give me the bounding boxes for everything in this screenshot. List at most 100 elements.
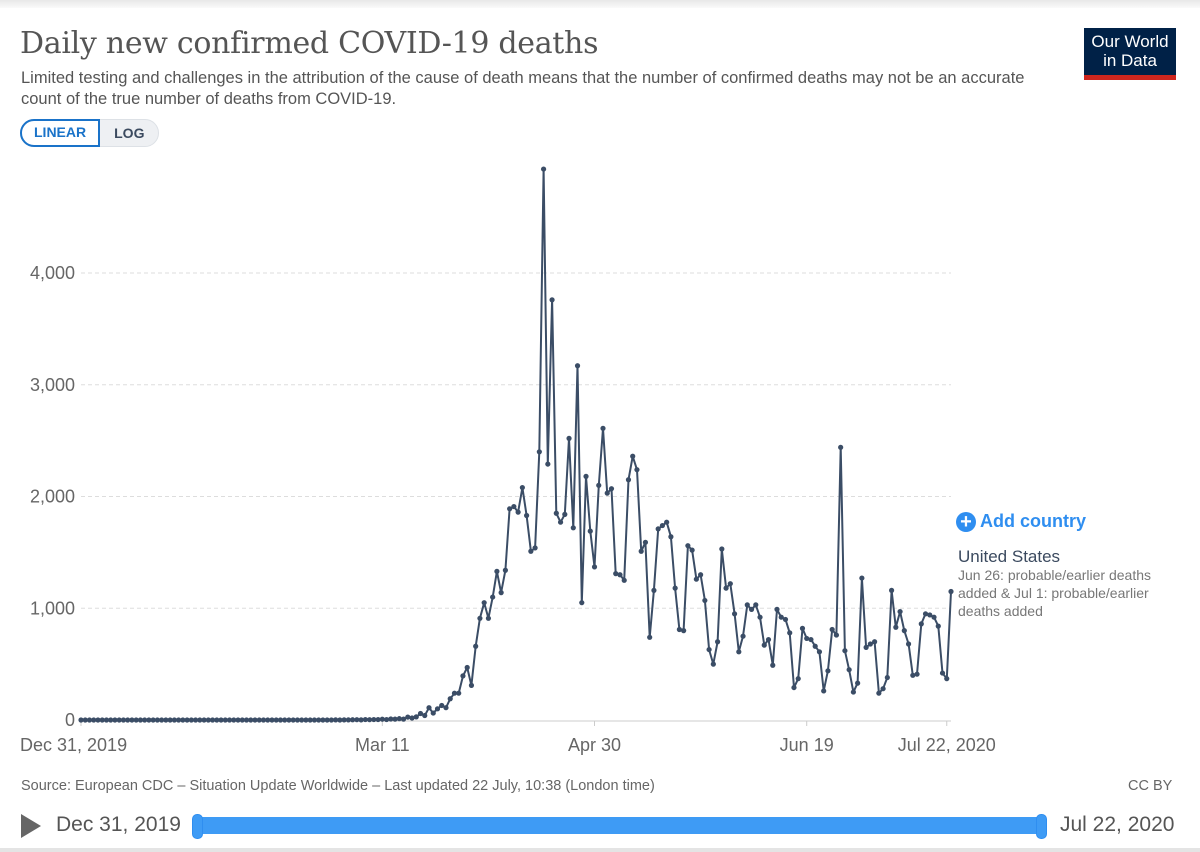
data-point[interactable]	[282, 717, 288, 723]
data-point[interactable]	[235, 717, 241, 723]
data-point[interactable]	[176, 717, 182, 723]
data-point[interactable]	[269, 717, 275, 723]
data-point[interactable]	[490, 594, 496, 600]
data-point[interactable]	[116, 717, 122, 723]
data-point[interactable]	[303, 717, 309, 723]
data-point[interactable]	[770, 662, 776, 668]
data-point[interactable]	[502, 567, 508, 573]
data-point[interactable]	[655, 526, 661, 532]
data-point[interactable]	[129, 717, 135, 723]
data-point[interactable]	[171, 717, 177, 723]
data-point[interactable]	[821, 688, 827, 694]
data-point[interactable]	[451, 690, 458, 696]
data-point[interactable]	[574, 363, 581, 369]
data-point[interactable]	[519, 484, 525, 491]
data-point[interactable]	[383, 716, 390, 723]
data-point[interactable]	[608, 486, 615, 492]
data-point[interactable]	[320, 717, 326, 723]
data-point[interactable]	[859, 575, 865, 581]
data-point[interactable]	[188, 717, 194, 723]
data-point[interactable]	[693, 576, 699, 582]
data-point[interactable]	[447, 696, 453, 702]
data-point[interactable]	[672, 585, 678, 591]
data-point[interactable]	[388, 716, 394, 722]
data-point[interactable]	[778, 614, 784, 620]
data-point[interactable]	[736, 649, 742, 655]
data-point[interactable]	[540, 166, 547, 172]
data-point[interactable]	[850, 689, 856, 695]
data-point[interactable]	[787, 630, 793, 636]
data-point[interactable]	[218, 717, 224, 723]
data-point[interactable]	[532, 545, 538, 551]
data-point[interactable]	[180, 717, 186, 723]
data-point[interactable]	[366, 717, 373, 723]
data-point[interactable]	[201, 717, 207, 723]
data-point[interactable]	[846, 667, 852, 673]
data-point[interactable]	[91, 717, 97, 723]
data-point[interactable]	[872, 639, 878, 645]
data-point[interactable]	[379, 716, 385, 722]
data-point[interactable]	[566, 435, 572, 441]
data-point[interactable]	[265, 717, 271, 723]
data-point[interactable]	[205, 717, 211, 723]
data-point[interactable]	[808, 636, 814, 643]
data-point[interactable]	[553, 510, 559, 516]
data-point[interactable]	[867, 641, 873, 647]
data-point[interactable]	[744, 602, 750, 608]
data-point[interactable]	[816, 649, 823, 655]
series-label-united-states[interactable]: United States	[958, 547, 1061, 566]
data-point[interactable]	[434, 706, 441, 712]
data-point[interactable]	[120, 717, 127, 723]
data-point[interactable]	[409, 715, 415, 721]
data-point[interactable]	[439, 702, 445, 709]
data-point[interactable]	[863, 644, 869, 650]
data-point[interactable]	[549, 297, 555, 303]
data-point[interactable]	[714, 639, 721, 645]
data-point[interactable]	[214, 717, 220, 723]
data-point[interactable]	[731, 611, 738, 617]
data-point[interactable]	[294, 717, 301, 723]
data-point[interactable]	[422, 712, 428, 719]
data-point[interactable]	[222, 717, 228, 723]
data-point[interactable]	[142, 717, 148, 723]
data-point[interactable]	[638, 548, 644, 554]
data-point[interactable]	[417, 710, 424, 717]
data-point[interactable]	[676, 626, 682, 633]
data-point[interactable]	[464, 664, 470, 671]
data-point[interactable]	[333, 717, 339, 723]
data-point[interactable]	[740, 633, 746, 639]
data-point[interactable]	[108, 717, 114, 723]
data-point[interactable]	[922, 611, 929, 617]
data-point[interactable]	[876, 690, 882, 696]
data-point[interactable]	[82, 717, 88, 723]
data-point[interactable]	[596, 482, 602, 488]
data-point[interactable]	[515, 509, 521, 515]
data-point[interactable]	[664, 519, 670, 525]
data-point[interactable]	[209, 717, 216, 723]
data-point[interactable]	[753, 602, 759, 608]
data-point[interactable]	[804, 635, 810, 642]
data-point[interactable]	[570, 525, 576, 531]
data-point[interactable]	[557, 519, 564, 525]
data-point[interactable]	[481, 600, 487, 606]
data-point[interactable]	[226, 717, 233, 723]
data-point[interactable]	[591, 564, 598, 570]
data-point[interactable]	[95, 717, 101, 723]
data-point[interactable]	[634, 467, 640, 473]
data-point[interactable]	[528, 548, 534, 554]
data-point[interactable]	[371, 716, 377, 723]
data-point[interactable]	[910, 672, 916, 678]
data-point[interactable]	[642, 539, 649, 545]
data-point[interactable]	[256, 717, 262, 723]
data-point[interactable]	[583, 473, 589, 479]
license-link[interactable]: CC BY	[1128, 778, 1173, 794]
data-point[interactable]	[838, 444, 844, 450]
data-point[interactable]	[337, 717, 343, 723]
data-point[interactable]	[931, 614, 937, 620]
data-point[interactable]	[477, 615, 483, 621]
data-point[interactable]	[842, 648, 848, 654]
data-point[interactable]	[78, 717, 84, 723]
data-point[interactable]	[86, 717, 93, 723]
data-point[interactable]	[154, 717, 160, 723]
data-point[interactable]	[884, 674, 890, 681]
